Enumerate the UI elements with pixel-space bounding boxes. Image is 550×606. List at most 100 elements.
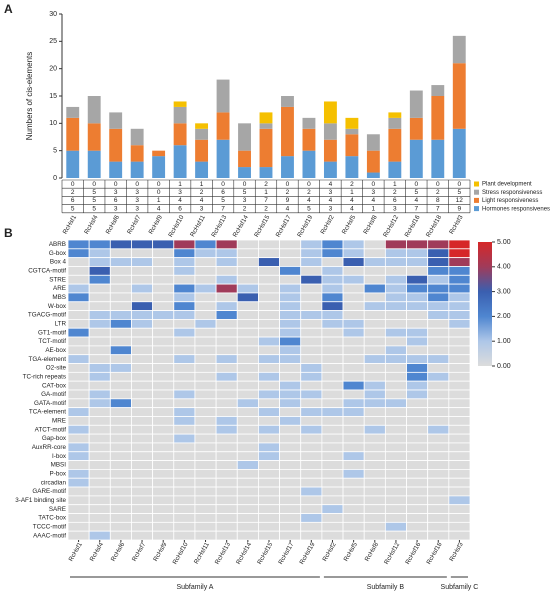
column-label: RcHsf2 [321, 541, 338, 563]
bar-segment [281, 96, 294, 107]
heat-cell [279, 530, 302, 541]
heat-cell [427, 521, 450, 532]
colorbar-tick-label: 2.00 [497, 313, 511, 320]
table-cell: 6 [178, 205, 182, 212]
heat-cell [279, 416, 302, 426]
heat-cell [321, 266, 344, 276]
table-cell: 3 [135, 197, 139, 204]
heat-cell [194, 460, 217, 470]
heat-cell [173, 327, 196, 338]
table-cell: 2 [243, 205, 247, 212]
x-tick-label: RcHsf2 [319, 214, 336, 236]
heat-cell [384, 345, 407, 356]
heat-cell [194, 327, 217, 338]
heat-cell [321, 530, 344, 541]
heat-cell [342, 319, 365, 329]
heat-cell [342, 486, 365, 497]
heat-cell [384, 319, 407, 329]
row-label: TGACG-motif [28, 312, 66, 319]
heat-cell [258, 451, 280, 461]
heat-cell [448, 292, 471, 303]
y-tick-label: 0 [53, 175, 57, 182]
heat-cell [342, 398, 365, 409]
heat-cell [258, 486, 280, 497]
bar-segment [302, 117, 316, 129]
bar-segment [388, 128, 402, 162]
row-label: TATC-box [38, 515, 67, 522]
heat-cell [448, 407, 471, 417]
heat-cell [173, 248, 196, 259]
heat-cell [88, 504, 111, 514]
heat-cell [67, 363, 90, 373]
row-label: W-box [48, 303, 67, 310]
heat-cell [258, 371, 280, 382]
table-cell: 2 [436, 189, 440, 196]
heat-cell [363, 424, 386, 435]
heat-cell [279, 336, 302, 347]
heat-cell [321, 248, 344, 259]
table-cell: 3 [114, 205, 118, 212]
heat-cell [152, 310, 175, 320]
heat-cell [152, 257, 175, 267]
x-tick-label: RcHsf1 [62, 214, 79, 236]
heat-cell [67, 521, 90, 532]
heat-cell [321, 274, 344, 285]
table-cell: 0 [114, 181, 118, 188]
bar-segment [388, 117, 402, 129]
heat-cell [300, 257, 323, 267]
heat-cell [152, 371, 175, 382]
row-label: P-box [50, 470, 67, 477]
heat-cell [448, 442, 471, 453]
heat-cell [173, 274, 196, 285]
heat-cell [236, 336, 259, 347]
heat-cell [215, 407, 238, 417]
heat-cell [342, 371, 365, 382]
bar-segment [409, 117, 423, 140]
heat-cell [448, 257, 471, 267]
heat-cell [427, 504, 450, 514]
heat-cell [194, 345, 217, 356]
legend-label: Plant development [482, 182, 532, 188]
heat-cell [448, 380, 471, 391]
colorbar-tick-label: 3.00 [497, 288, 511, 295]
table-cell: 7 [264, 197, 268, 204]
heat-cell [342, 477, 365, 488]
heat-cell [236, 319, 259, 329]
heat-cell [173, 416, 196, 426]
heat-cell [279, 363, 302, 373]
heat-cell [131, 416, 154, 426]
heat-cell [342, 336, 365, 347]
heat-cell [215, 274, 238, 285]
heat-cell [363, 354, 386, 364]
heat-cell [406, 442, 429, 453]
heat-cell [194, 257, 217, 267]
bar-segment [109, 112, 123, 129]
heat-cell [363, 274, 386, 285]
bar-segment [452, 35, 466, 64]
table-cell: 1 [200, 181, 204, 188]
heat-cell [236, 327, 259, 338]
row-label: ARE [53, 285, 66, 292]
heat-cell [131, 495, 154, 506]
heat-cell [152, 451, 175, 461]
heat-cell [67, 513, 90, 523]
heat-cell [109, 513, 132, 523]
heat-cell [406, 530, 429, 541]
heat-cell [363, 451, 386, 461]
heat-cell [406, 327, 429, 338]
heat-cell [152, 486, 175, 497]
heat-cell [279, 389, 302, 400]
table-cell: 1 [372, 205, 376, 212]
heat-cell [67, 310, 90, 320]
heat-cell [215, 266, 238, 276]
heat-cell [384, 239, 407, 250]
heat-cell [258, 319, 280, 329]
heat-cell [236, 469, 259, 479]
bar-segment [195, 161, 209, 178]
heat-cell [300, 477, 323, 488]
heat-cell [152, 301, 175, 311]
heat-cell [88, 451, 111, 461]
bar-segment [452, 63, 466, 129]
legend-label: Hormones responsiveness [482, 206, 550, 212]
heat-cell [109, 239, 132, 250]
